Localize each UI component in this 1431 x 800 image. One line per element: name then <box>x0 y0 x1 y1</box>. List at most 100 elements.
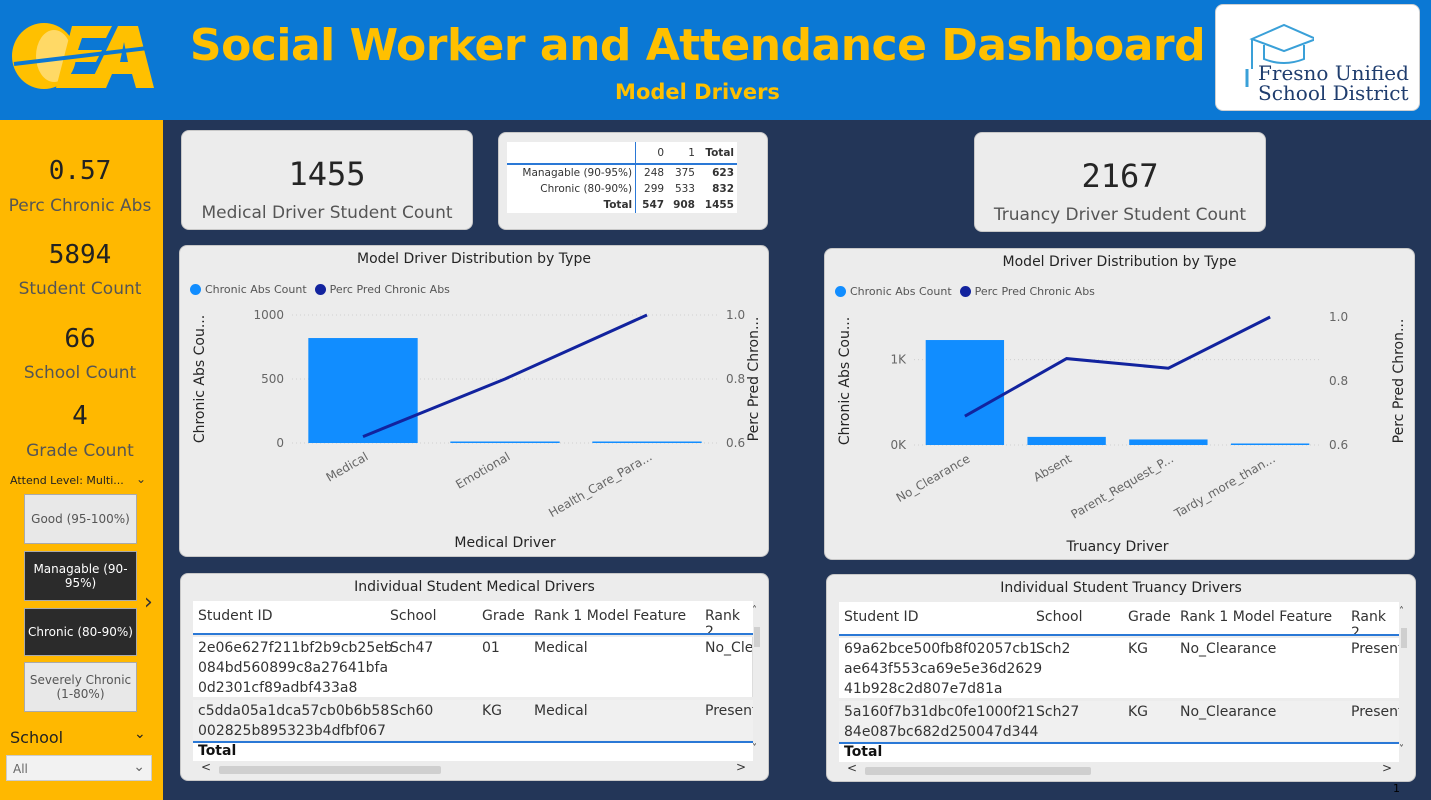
chevron-right-icon[interactable]: › <box>144 590 153 615</box>
legend-bar-label: Chronic Abs Count <box>850 285 952 298</box>
y2-tick-label: 0.6 <box>1329 438 1348 452</box>
grade-cell: KG <box>1128 704 1149 720</box>
x-category-label: Emotional <box>453 449 512 491</box>
y2-axis-title: Perc Pred Chron... <box>1391 319 1407 444</box>
truancy-count-card: 2167 Truancy Driver Student Count <box>974 132 1266 232</box>
scroll-right-icon[interactable]: > <box>735 760 746 774</box>
medical-chart-legend: Chronic Abs Count Perc Pred Chronic Abs <box>190 283 450 296</box>
col-grade[interactable]: Grade <box>1128 609 1171 625</box>
scroll-down-icon[interactable]: ˅ <box>1399 744 1404 755</box>
y-tick-label: 0K <box>890 438 907 452</box>
x-category-label: Health_Care_Para... <box>546 449 654 520</box>
table-total-row: Total <box>839 742 1399 762</box>
truancy-chart-title: Model Driver Distribution by Type <box>1002 254 1237 270</box>
chevron-down-icon[interactable]: ⌄ <box>134 726 146 742</box>
legend-bar-dot <box>190 284 201 295</box>
truancy-table-header: Student ID School Grade Rank 1 Model Fea… <box>839 602 1399 636</box>
bar-Emotional <box>450 441 560 443</box>
col-school[interactable]: School <box>390 608 437 624</box>
bar-Absent <box>1027 436 1106 445</box>
y2-tick-label: 1.0 <box>1329 310 1348 324</box>
y2-tick-label: 1.0 <box>726 308 745 322</box>
kpi-school-count-label: School Count <box>23 363 137 383</box>
matrix-header: Total <box>697 142 737 165</box>
vertical-scroll-thumb[interactable] <box>1401 628 1407 648</box>
table-row[interactable]: 5a160f7b31dbc0fe1000f21 84e087bc682d2500… <box>839 701 1399 741</box>
y2-axis-title: Perc Pred Chron... <box>746 317 762 442</box>
medical-table-header: Student ID School Grade Rank 1 Model Fea… <box>193 601 753 635</box>
rank1-cell: No_Clearance <box>1180 641 1277 657</box>
horizontal-scroll-thumb[interactable] <box>865 767 1091 775</box>
dashboard-subtitle: Model Drivers <box>615 80 780 104</box>
student-id-line: 5a160f7b31dbc0fe1000f21 <box>844 704 1036 720</box>
student-id-line: ae643f553ca69e5e36d2629 <box>844 661 1043 677</box>
y2-tick-label: 0.8 <box>1329 374 1348 388</box>
page-number: 1 <box>1393 782 1400 795</box>
medical-chart-title: Model Driver Distribution by Type <box>357 251 591 267</box>
vertical-scroll-thumb[interactable] <box>754 627 760 647</box>
scroll-left-icon[interactable]: < <box>847 761 858 775</box>
scroll-left-icon[interactable]: < <box>201 760 212 774</box>
bar-Medical <box>308 338 418 443</box>
attend-level-slicer-title: Attend Level: Multi... <box>10 474 124 487</box>
legend-bar-dot <box>835 286 846 297</box>
matrix-header <box>507 142 636 165</box>
school-dropdown[interactable]: All ⌄ <box>6 755 152 781</box>
scroll-up-icon[interactable]: ˄ <box>752 605 757 616</box>
table-row[interactable]: 2e06e627f211bf2b9cb25eb 084bd560899c8a27… <box>193 637 753 697</box>
grade-cell: KG <box>1128 641 1149 657</box>
x-axis-title: Truancy Driver <box>1065 539 1168 555</box>
vertical-scrollbar[interactable]: ˄ ˅ <box>752 605 762 755</box>
matrix-cell: 547 <box>635 197 668 213</box>
horizontal-scrollbar[interactable]: < > <box>847 761 1392 776</box>
col-student-id[interactable]: Student ID <box>198 608 273 624</box>
table-row[interactable]: 69a62bce500fb8f02057cb1 ae643f553ca69e5e… <box>839 638 1399 698</box>
student-id-line: 41b928c2d807e7d81a <box>844 681 1003 697</box>
scroll-down-icon[interactable]: ˅ <box>752 743 757 754</box>
col-rank1[interactable]: Rank 1 Model Feature <box>1180 609 1333 625</box>
attend-matrix: 0 1 Total Managable (90-95%) 248 375 623… <box>507 142 737 213</box>
y2-tick-label: 0.8 <box>726 372 745 386</box>
y-tick-label: 1K <box>890 353 907 367</box>
graduation-cap-icon <box>1245 23 1314 87</box>
col-grade[interactable]: Grade <box>482 608 525 624</box>
legend-line-label: Perc Pred Chronic Abs <box>974 285 1095 298</box>
rank1-cell: Medical <box>534 703 588 719</box>
table-row[interactable]: c5dda05a1dca57cb0b6b58 002825b895323b4df… <box>193 700 753 740</box>
matrix-cell: 908 <box>673 199 695 211</box>
attend-option-managable[interactable]: Managable (90-95%) <box>24 551 137 601</box>
col-rank2[interactable]: Rank 2 <box>705 608 740 635</box>
col-rank1[interactable]: Rank 1 Model Feature <box>534 608 687 624</box>
col-student-id[interactable]: Student ID <box>844 609 919 625</box>
vertical-scrollbar[interactable]: ˄ ˅ <box>1399 606 1409 756</box>
col-school[interactable]: School <box>1036 609 1083 625</box>
matrix-cell: 299 <box>635 181 668 197</box>
medical-chart-svg: 0 500 1000 0.6 0.8 1.0 Medical Emotional Health_… <box>192 308 762 551</box>
horizontal-scrollbar[interactable]: < > <box>201 760 746 775</box>
rank2-cell: Present <box>1351 704 1399 720</box>
medical-chart-card: Model Driver Distribution by Type Chroni… <box>179 245 769 557</box>
scroll-right-icon[interactable]: > <box>1381 761 1392 775</box>
fusd-line1: Fresno Unified <box>1258 61 1409 85</box>
school-cell: Sch2 <box>1036 641 1071 657</box>
rank1-cell: Medical <box>534 640 588 656</box>
kpi-grade-count-label: Grade Count <box>26 441 134 461</box>
fusd-line2: School District <box>1258 81 1409 105</box>
line-series-perc-pred <box>964 315 1271 418</box>
grade-cell: 01 <box>482 640 500 656</box>
col-rank2[interactable]: Rank 2 <box>1351 609 1386 636</box>
school-cell: Sch60 <box>390 703 434 719</box>
attend-option-chronic[interactable]: Chronic (80-90%) <box>24 608 137 656</box>
truancy-count-value: 2167 <box>1081 157 1159 195</box>
chevron-down-icon[interactable]: ⌄ <box>136 472 147 486</box>
grade-cell: KG <box>482 703 503 719</box>
attend-option-good[interactable]: Good (95-100%) <box>24 494 137 544</box>
medical-count-card: 1455 Medical Driver Student Count <box>181 130 473 230</box>
horizontal-scroll-thumb[interactable] <box>219 766 441 774</box>
matrix-cell: Chronic (80-90%) <box>540 183 633 195</box>
student-id-line: 002825b895323b4dfbf067 <box>198 723 386 739</box>
attend-option-severely-chronic[interactable]: Severely Chronic (1-80%) <box>24 662 137 712</box>
x-category-label: No_Clearance <box>894 451 973 504</box>
scroll-up-icon[interactable]: ˄ <box>1399 606 1404 617</box>
medical-count-value: 1455 <box>288 155 366 193</box>
